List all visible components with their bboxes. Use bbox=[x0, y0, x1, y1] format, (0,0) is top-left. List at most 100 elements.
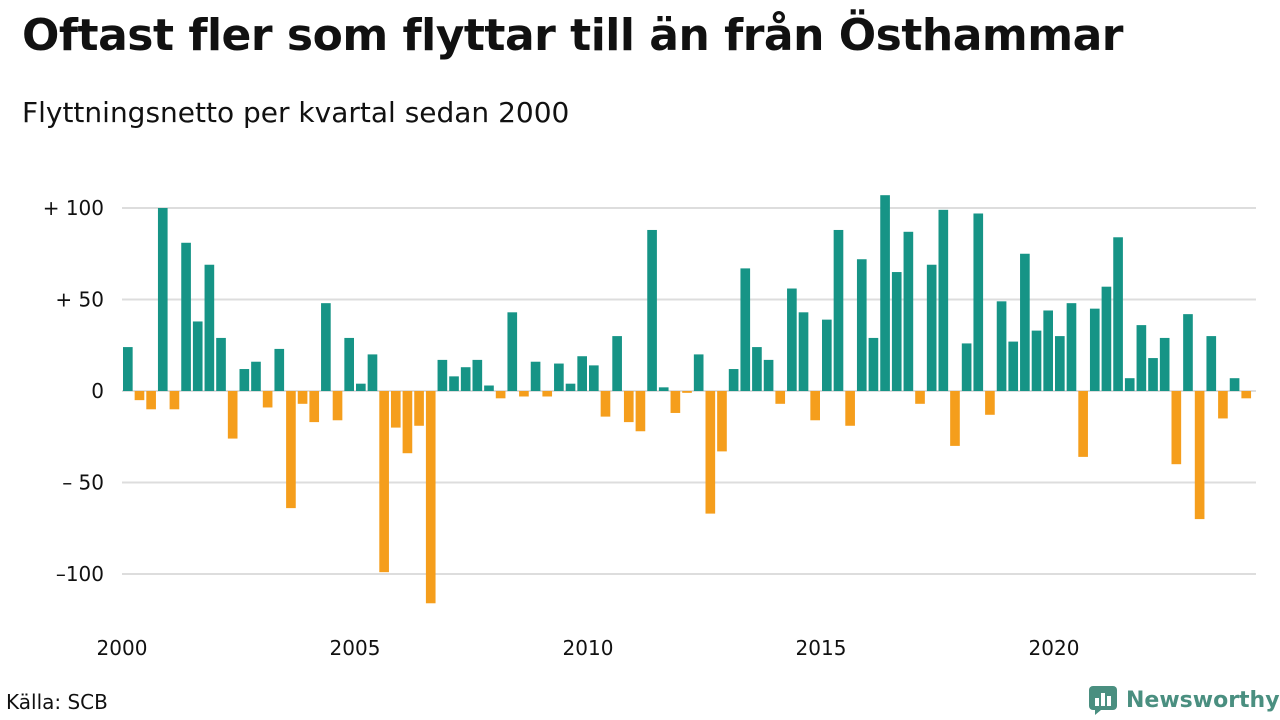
bar-2020-q3 bbox=[1078, 391, 1088, 457]
bar-2006-q2 bbox=[414, 391, 424, 426]
bar-2000-q4 bbox=[157, 208, 168, 391]
bar-2011-q4 bbox=[670, 391, 681, 413]
bar-2001-q3 bbox=[192, 321, 203, 391]
bar-2023-q2 bbox=[1206, 336, 1217, 391]
brand-logo: Newsworthy bbox=[1088, 684, 1280, 716]
bar-2015-q1 bbox=[822, 319, 832, 391]
bar-2003-q3 bbox=[286, 391, 296, 509]
bar-2024-q1 bbox=[1241, 391, 1252, 399]
bar-2023-q4 bbox=[1229, 378, 1240, 391]
bar-2015-q2 bbox=[833, 229, 844, 391]
bar-2019-q2 bbox=[1020, 253, 1030, 391]
y-tick-label: + 100 bbox=[43, 196, 104, 220]
bar-2011-q3 bbox=[658, 387, 669, 391]
bar-2005-q2 bbox=[367, 354, 378, 391]
bar-2003-q4 bbox=[297, 391, 308, 404]
bar-2008-q1 bbox=[495, 391, 506, 399]
bar-2018-q3 bbox=[985, 391, 995, 415]
bar-2001-q2 bbox=[181, 242, 191, 391]
bar-2004-q2 bbox=[321, 303, 331, 391]
bar-2002-q4 bbox=[251, 361, 261, 391]
bar-2018-q2 bbox=[973, 213, 984, 391]
bar-2015-q3 bbox=[845, 391, 855, 426]
bar-2022-q2 bbox=[1159, 337, 1170, 391]
bar-2009-q1 bbox=[542, 391, 553, 397]
bar-2003-q2 bbox=[274, 348, 285, 391]
bar-2021-q2 bbox=[1113, 237, 1123, 391]
bar-2016-q3 bbox=[891, 272, 902, 391]
bar-2001-q4 bbox=[204, 264, 215, 391]
y-tick-label: –100 bbox=[56, 562, 104, 586]
x-tick-label: 2000 bbox=[97, 636, 148, 660]
bar-2010-q2 bbox=[600, 391, 611, 417]
bar-2007-q3 bbox=[472, 359, 483, 391]
y-tick-label: – 50 bbox=[62, 471, 104, 495]
bar-2004-q1 bbox=[309, 391, 320, 423]
bar-2021-q3 bbox=[1124, 378, 1135, 391]
bar-2014-q2 bbox=[787, 288, 797, 391]
x-tick-label: 2020 bbox=[1029, 636, 1080, 660]
bar-2010-q1 bbox=[589, 365, 599, 391]
bar-2021-q4 bbox=[1136, 325, 1147, 391]
bar-2000-q2 bbox=[134, 391, 145, 401]
bar-2006-q3 bbox=[425, 391, 436, 604]
bar-2006-q4 bbox=[437, 359, 448, 391]
bar-2016-q1 bbox=[868, 337, 879, 391]
bar-2000-q3 bbox=[146, 391, 156, 410]
bar-2008-q2 bbox=[507, 312, 518, 391]
bar-2010-q4 bbox=[623, 391, 634, 423]
chart-title: Oftast fler som flyttar till än från Öst… bbox=[22, 10, 1124, 61]
bar-chart-logo-icon bbox=[1089, 686, 1117, 715]
bar-2019-q3 bbox=[1031, 330, 1042, 391]
bar-2015-q4 bbox=[856, 259, 867, 391]
bar-2007-q1 bbox=[449, 376, 459, 391]
bar-2017-q4 bbox=[950, 391, 960, 446]
x-tick-label: 2010 bbox=[563, 636, 614, 660]
bar-2016-q2 bbox=[880, 195, 890, 391]
bar-2009-q4 bbox=[577, 356, 587, 391]
bar-2013-q3 bbox=[752, 347, 762, 391]
bar-2019-q1 bbox=[1008, 341, 1019, 391]
bar-2017-q3 bbox=[938, 209, 949, 391]
y-axis-ticks: + 100 + 50 0 – 50 –100 bbox=[43, 196, 104, 586]
bar-2001-q1 bbox=[169, 391, 180, 410]
x-tick-label: 2005 bbox=[330, 636, 381, 660]
bar-2013-q4 bbox=[763, 359, 774, 391]
bar-2003-q1 bbox=[262, 391, 273, 408]
y-tick-label: 0 bbox=[91, 379, 104, 403]
bar-2005-q4 bbox=[390, 391, 401, 428]
bar-2011-q2 bbox=[647, 229, 657, 391]
bar-2002-q3 bbox=[239, 369, 250, 391]
bar-2012-q4 bbox=[717, 391, 727, 452]
bar-2009-q3 bbox=[565, 383, 576, 391]
bar-2006-q1 bbox=[402, 391, 413, 454]
bars bbox=[123, 195, 1252, 604]
brand-name: Newsworthy bbox=[1126, 687, 1280, 713]
bar-2018-q1 bbox=[961, 343, 972, 391]
bar-2013-q2 bbox=[740, 268, 751, 391]
bar-2004-q4 bbox=[344, 337, 354, 391]
chart-subtitle: Flyttningsnetto per kvartal sedan 2000 bbox=[22, 96, 570, 129]
bar-2012-q1 bbox=[682, 391, 692, 393]
bar-2010-q3 bbox=[612, 336, 622, 391]
bar-2004-q3 bbox=[332, 391, 343, 421]
bar-2023-q1 bbox=[1194, 391, 1205, 520]
bar-2022-q3 bbox=[1171, 391, 1182, 465]
bar-2013-q1 bbox=[728, 369, 739, 391]
bar-2016-q4 bbox=[903, 231, 914, 391]
bar-2014-q1 bbox=[775, 391, 786, 404]
bar-2005-q1 bbox=[356, 383, 366, 391]
bar-2018-q4 bbox=[996, 301, 1007, 391]
bar-2005-q3 bbox=[379, 391, 389, 573]
bar-2017-q1 bbox=[915, 391, 925, 404]
bar-2011-q1 bbox=[635, 391, 646, 432]
x-axis-ticks: 2000 2005 2010 2015 2020 bbox=[97, 636, 1080, 660]
bar-2023-q3 bbox=[1218, 391, 1228, 419]
bar-2017-q2 bbox=[926, 264, 937, 391]
bar-2009-q2 bbox=[554, 363, 564, 391]
bar-2002-q2 bbox=[227, 391, 238, 439]
bar-2020-q1 bbox=[1055, 336, 1065, 391]
bar-2012-q3 bbox=[705, 391, 716, 514]
bar-2019-q4 bbox=[1043, 310, 1053, 391]
